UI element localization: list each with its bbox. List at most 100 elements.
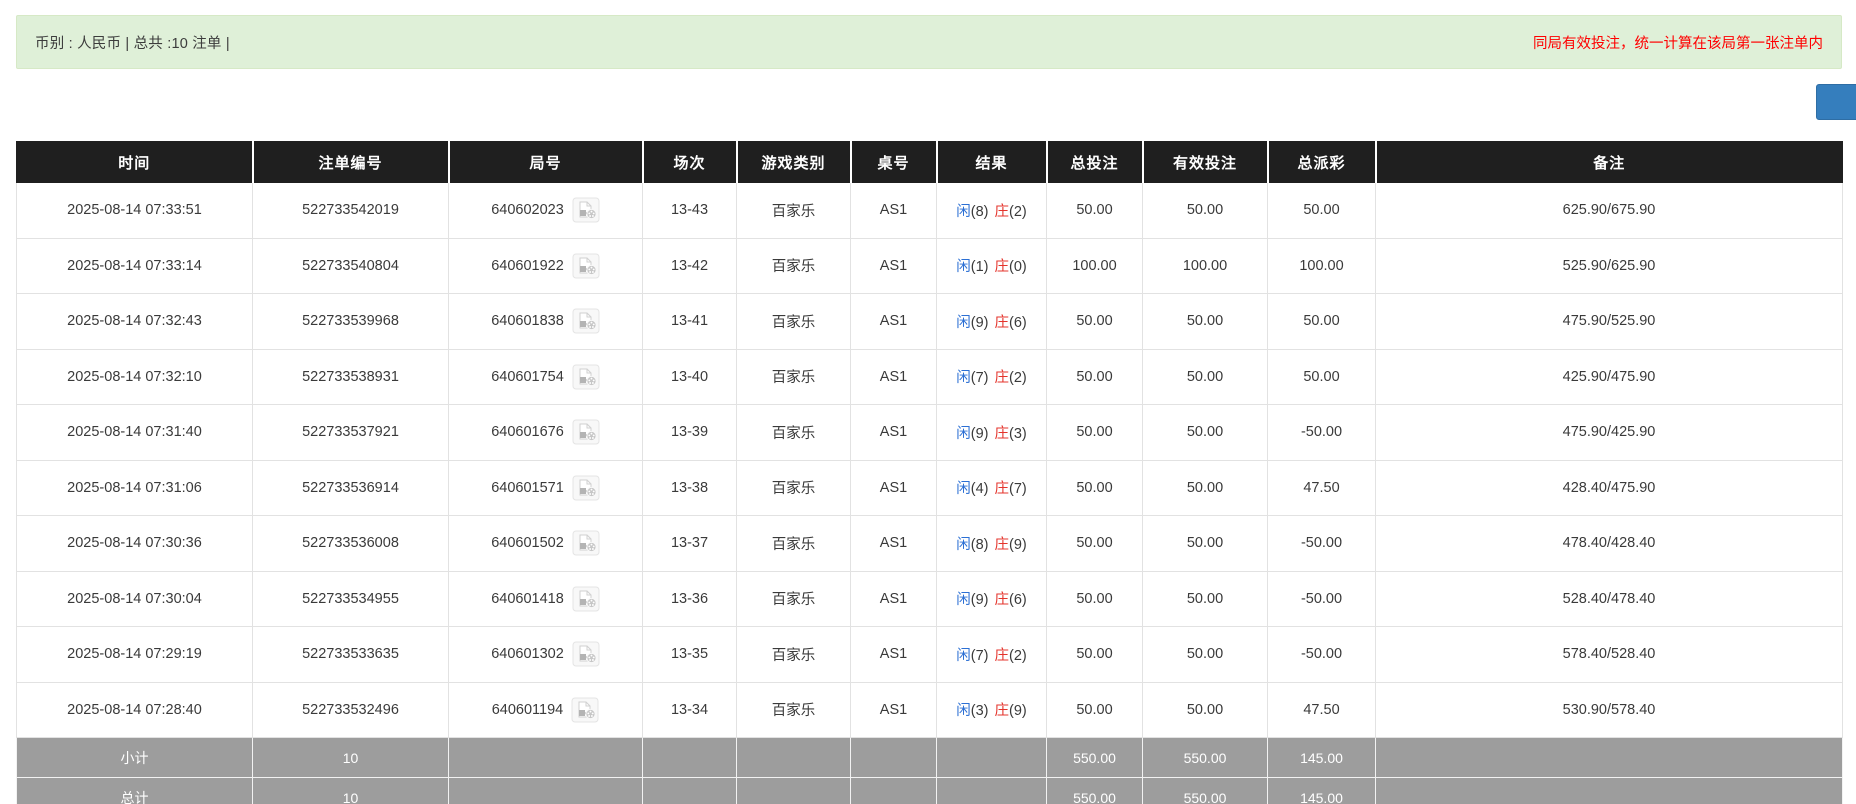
cell-game-type: 百家乐 [736, 570, 851, 627]
footer-payout: 145.00 [1267, 777, 1376, 804]
cell-valid-stake: 50.00 [1142, 681, 1268, 738]
video-replay-icon[interactable] [572, 308, 600, 334]
footer-remark [1375, 777, 1843, 804]
result-player-value: (8) [970, 536, 989, 553]
cell-stake: 100.00 [1046, 237, 1143, 294]
cell-table-no: AS1 [850, 681, 937, 738]
cell-valid-stake: 50.00 [1142, 404, 1268, 461]
cell-remark: 625.90/675.90 [1375, 182, 1843, 239]
result-banker-value: (9) [1009, 536, 1027, 553]
cell-stake: 50.00 [1046, 459, 1143, 516]
result-banker-label: 庄 [994, 703, 1010, 720]
column-header-session: 场次 [642, 141, 738, 183]
result-player-label: 闲 [956, 536, 971, 553]
cell-time: 2025-08-14 07:32:10 [16, 348, 253, 405]
cell-bet-no: 522733542019 [252, 182, 449, 239]
cell-bet-no: 522733534955 [252, 570, 449, 627]
video-replay-icon[interactable] [571, 697, 599, 723]
video-replay-icon[interactable] [572, 586, 600, 612]
cell-payout: -50.00 [1267, 515, 1376, 572]
result-player-value: (9) [970, 592, 989, 609]
round-no-text: 640601676 [491, 424, 564, 441]
video-replay-icon[interactable] [572, 197, 600, 223]
result-player-value: (8) [970, 203, 989, 220]
cell-payout: -50.00 [1267, 570, 1376, 627]
export-button[interactable] [1816, 84, 1856, 120]
cell-round-no: 640601676 [448, 404, 643, 461]
cell-result: 闲(4) 庄(7) [936, 459, 1047, 516]
video-replay-icon[interactable] [572, 364, 600, 390]
cell-remark: 475.90/525.90 [1375, 293, 1843, 350]
cell-valid-stake: 50.00 [1142, 515, 1268, 572]
footer-remark [1375, 737, 1843, 778]
footer-valid-stake: 550.00 [1142, 777, 1268, 804]
round-no-text: 640601922 [491, 257, 564, 274]
round-no-text: 640601754 [491, 368, 564, 385]
cell-remark: 475.90/425.90 [1375, 404, 1843, 461]
footer-count: 10 [252, 737, 449, 778]
round-no-text: 640601571 [491, 479, 564, 496]
video-replay-icon[interactable] [572, 419, 600, 445]
round-no-text: 640601302 [491, 646, 564, 663]
result-banker-value: (2) [1009, 370, 1027, 387]
cell-valid-stake: 50.00 [1142, 570, 1268, 627]
result-banker-label: 庄 [994, 425, 1010, 442]
result-banker-label: 庄 [994, 314, 1010, 331]
video-replay-icon[interactable] [572, 641, 600, 667]
cell-payout: 50.00 [1267, 293, 1376, 350]
result-player-label: 闲 [956, 370, 971, 387]
table-row: 2025-08-14 07:32:43 522733539968 640601838… [16, 293, 1843, 350]
cell-bet-no: 522733536008 [252, 515, 449, 572]
footer-stake: 550.00 [1046, 777, 1143, 804]
result-banker-label: 庄 [994, 370, 1010, 387]
cell-table-no: AS1 [850, 237, 937, 294]
round-no-text: 640601418 [491, 590, 564, 607]
cell-time: 2025-08-14 07:33:14 [16, 237, 253, 294]
cell-payout: 50.00 [1267, 348, 1376, 405]
cell-valid-stake: 50.00 [1142, 348, 1268, 405]
cell-session: 13-34 [642, 681, 737, 738]
cell-time: 2025-08-14 07:33:51 [16, 182, 253, 239]
footer-session [642, 737, 737, 778]
cell-valid-stake: 50.00 [1142, 182, 1268, 239]
cell-game-type: 百家乐 [736, 459, 851, 516]
cell-session: 13-43 [642, 182, 737, 239]
cell-bet-no: 522733533635 [252, 626, 449, 683]
cell-result: 闲(9) 庄(3) [936, 404, 1047, 461]
cell-session: 13-35 [642, 626, 737, 683]
result-banker-label: 庄 [994, 481, 1010, 498]
cell-game-type: 百家乐 [736, 293, 851, 350]
cell-remark: 528.40/478.40 [1375, 570, 1843, 627]
summary-note: 同局有效投注，统一计算在该局第一张注单内 [1533, 35, 1823, 52]
cell-stake: 50.00 [1046, 626, 1143, 683]
cell-result: 闲(1) 庄(0) [936, 237, 1047, 294]
cell-valid-stake: 50.00 [1142, 626, 1268, 683]
video-replay-icon[interactable] [572, 253, 600, 279]
video-replay-icon[interactable] [572, 530, 600, 556]
round-no-text: 640601838 [491, 313, 564, 330]
table-row: 2025-08-14 07:28:40 522733532496 640601194… [16, 681, 1843, 738]
cell-remark: 428.40/475.90 [1375, 459, 1843, 516]
result-banker-value: (6) [1009, 314, 1027, 331]
bet-table-container: 时间 注单编号 局号 场次 游戏类别 桌号 结果 总投注 有效投注 总派彩 备注… [16, 141, 1843, 804]
cell-result: 闲(3) 庄(9) [936, 681, 1047, 738]
video-replay-icon[interactable] [572, 475, 600, 501]
footer-round-no [448, 777, 643, 804]
cell-payout: -50.00 [1267, 626, 1376, 683]
cell-payout: 50.00 [1267, 182, 1376, 239]
table-row: 2025-08-14 07:29:19 522733533635 640601302… [16, 626, 1843, 683]
cell-round-no: 640601194 [448, 681, 643, 738]
round-no-text: 640601194 [491, 701, 564, 718]
cell-table-no: AS1 [850, 459, 937, 516]
cell-round-no: 640601502 [448, 515, 643, 572]
cell-remark: 578.40/528.40 [1375, 626, 1843, 683]
cell-table-no: AS1 [850, 404, 937, 461]
cell-game-type: 百家乐 [736, 182, 851, 239]
cell-round-no: 640601754 [448, 348, 643, 405]
cell-table-no: AS1 [850, 626, 937, 683]
cell-result: 闲(7) 庄(2) [936, 348, 1047, 405]
cell-payout: 100.00 [1267, 237, 1376, 294]
cell-round-no: 640601418 [448, 570, 643, 627]
result-player-value: (9) [970, 314, 989, 331]
